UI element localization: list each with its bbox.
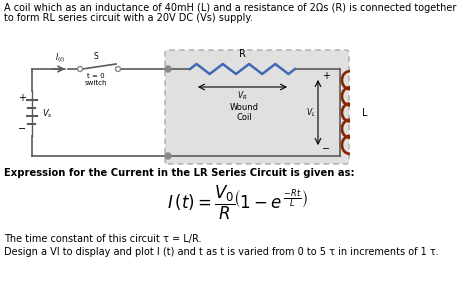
Text: S: S (94, 52, 99, 61)
Text: R: R (239, 49, 246, 59)
Text: $V_s$: $V_s$ (42, 108, 53, 120)
Text: to form RL series circuit with a 20V DC (Vs) supply.: to form RL series circuit with a 20V DC … (4, 13, 253, 23)
Circle shape (165, 66, 171, 72)
Text: Expression for the Current in the LR Series Circuit is given as:: Expression for the Current in the LR Ser… (4, 168, 355, 178)
Text: switch: switch (85, 80, 107, 86)
FancyBboxPatch shape (165, 50, 349, 164)
Text: $I_{(t)}$: $I_{(t)}$ (55, 51, 65, 65)
Text: $I\,(t) = \dfrac{V_0}{R}\!\left(1 - e^{\,\frac{-Rt}{L}}\right)$: $I\,(t) = \dfrac{V_0}{R}\!\left(1 - e^{\… (166, 184, 308, 222)
Text: A coil which as an inductance of 40mH (L) and a resistance of 2Ωs (R) is connect: A coil which as an inductance of 40mH (L… (4, 3, 456, 13)
Circle shape (78, 67, 82, 72)
Circle shape (116, 67, 120, 72)
Text: Wound: Wound (229, 103, 258, 112)
Text: −: − (18, 124, 26, 134)
Circle shape (165, 153, 171, 159)
Text: −: − (322, 144, 330, 154)
Text: +: + (18, 93, 26, 103)
Text: The time constant of this circuit τ = L/R.: The time constant of this circuit τ = L/… (4, 234, 201, 244)
Text: L: L (362, 107, 367, 117)
Text: Design a VI to display and plot I (t) and t as t is varied from 0 to 5 τ in incr: Design a VI to display and plot I (t) an… (4, 247, 439, 257)
Text: $V_L$: $V_L$ (306, 106, 316, 119)
Text: $V_R$: $V_R$ (237, 90, 248, 103)
Text: Coil: Coil (236, 113, 252, 122)
Text: t = 0: t = 0 (87, 73, 105, 79)
Text: +: + (322, 71, 330, 81)
